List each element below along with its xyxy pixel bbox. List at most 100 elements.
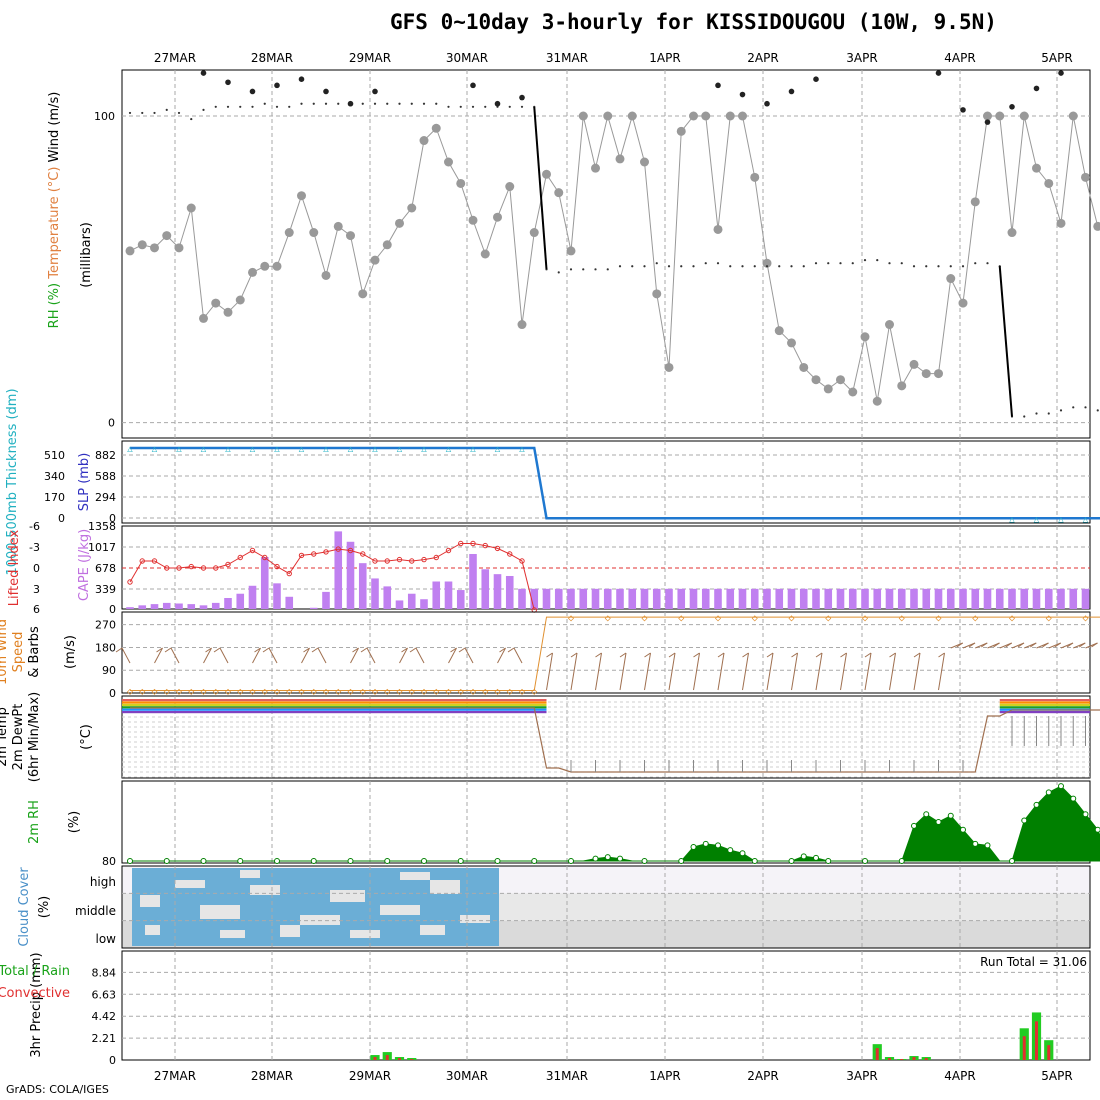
- precip-conv-bar: [924, 1058, 928, 1060]
- wind10m-ylabel: 10m WindSpeed& Barbs: [0, 619, 42, 685]
- cape-bar: [456, 590, 465, 609]
- pressure-dot: [239, 105, 242, 108]
- wind10m-marker: ◇: [335, 686, 341, 697]
- cloud-level-label: low: [96, 932, 117, 946]
- wind10m-marker: ◇: [788, 613, 794, 624]
- pressure-dot: [618, 265, 622, 268]
- rh2m-tick-label: 80: [102, 855, 116, 868]
- wind10m-marker: ◇: [470, 686, 476, 697]
- lifted-index-point: [323, 549, 329, 555]
- wind10m-marker: ◇: [237, 686, 243, 697]
- wind-barb: [399, 647, 408, 664]
- cape-bar: [236, 593, 245, 609]
- wind-barb: [268, 647, 278, 664]
- pressure-dot: [1084, 406, 1087, 409]
- wind10m-marker: ◇: [213, 686, 219, 697]
- cape-bar: [579, 588, 588, 609]
- cape-bar: [1032, 588, 1041, 609]
- rh2m-point: [531, 858, 538, 864]
- lifted-index-point: [200, 565, 207, 571]
- pressure-dot: [961, 265, 965, 268]
- temp2m-band: [999, 701, 1090, 704]
- wind10m-marker: ◇: [605, 613, 611, 624]
- rh2m-point: [739, 850, 746, 857]
- wind10m-marker: ◇: [311, 686, 317, 697]
- cape-bar: [995, 588, 1004, 609]
- wind-barb: [913, 652, 921, 691]
- cape-bar: [248, 585, 257, 609]
- chart-title: GFS 0~10day 3-hourly for KISSIDOUGOU (10…: [390, 10, 997, 34]
- pressure-dot: [986, 262, 989, 265]
- pressure-dot: [410, 102, 413, 105]
- wind-barb-flag: [1054, 642, 1062, 648]
- cape-bar: [175, 603, 183, 609]
- wind-barb-flag: [815, 652, 823, 658]
- cape-tick-label: 1017: [88, 541, 116, 554]
- rh2m-point: [862, 858, 868, 864]
- pressure-dot: [827, 262, 830, 265]
- pressure-dot: [863, 259, 867, 262]
- rh-point: [1056, 218, 1066, 228]
- cape-bar: [946, 588, 955, 609]
- thickness-marker: △: [1058, 515, 1064, 525]
- pressure-dot: [1059, 409, 1063, 412]
- rh-point: [578, 111, 588, 121]
- date-label-top: 3APR: [846, 51, 877, 65]
- pressure-dot: [937, 265, 940, 268]
- pressure-dot: [949, 265, 952, 268]
- cape-tick-label: 339: [95, 583, 116, 596]
- thickness-marker: △: [519, 444, 525, 454]
- rh-point: [640, 157, 649, 167]
- pressure-dot: [582, 268, 585, 271]
- date-label-bottom: 28MAR: [251, 1069, 293, 1083]
- cape-bar: [273, 583, 281, 609]
- wind-barb-flag: [311, 647, 319, 653]
- wind-barb-flag: [595, 652, 602, 658]
- lifted-index-point: [494, 545, 501, 552]
- wind10m-marker: ◇: [494, 686, 500, 697]
- precip-tick-label: 2.21: [92, 1032, 117, 1045]
- date-label-top: 27MAR: [154, 51, 196, 65]
- wind-barb: [595, 652, 602, 691]
- wind10m-marker: ◇: [972, 613, 978, 624]
- wind-point: [1033, 85, 1040, 92]
- wind10m-marker: ◇: [176, 686, 182, 697]
- thickness-tick-label: 170: [44, 491, 65, 504]
- lifted-index-point: [213, 565, 219, 571]
- dewpoint-line: [130, 707, 1100, 773]
- pressure-dot: [643, 265, 646, 268]
- temp2m-band: [999, 711, 1090, 714]
- cape-bar: [787, 588, 796, 609]
- slp-tick-label: 294: [95, 491, 116, 504]
- precip-total-label: Total / Rain: [0, 964, 70, 979]
- cape-bar: [432, 581, 441, 609]
- wind-barb-flag: [889, 652, 896, 658]
- pressure-dot: [484, 105, 487, 108]
- rh2m-point: [1070, 795, 1077, 802]
- rh-point: [921, 369, 931, 379]
- cloud-gap: [250, 885, 280, 895]
- wind10m-marker: ◇: [127, 686, 133, 697]
- rh2m-point: [678, 858, 685, 864]
- cloud-gap: [140, 895, 160, 907]
- date-label-bottom: 4APR: [944, 1069, 975, 1083]
- pressure-dot: [716, 262, 720, 265]
- precip-conv-bar: [1035, 1021, 1038, 1060]
- wind10m-marker: ◇: [433, 686, 439, 697]
- rh-point: [566, 246, 576, 256]
- temp2m-units: (°C): [79, 724, 94, 750]
- wind10m-marker: ◇: [384, 686, 390, 697]
- lifted-index-ylabel: Lifted Index: [7, 529, 22, 606]
- cape-bar: [628, 588, 637, 609]
- wind-point: [249, 88, 256, 95]
- wind10m-marker: ◇: [482, 686, 488, 697]
- lifted-index-point: [433, 554, 439, 561]
- rh-point: [970, 197, 980, 207]
- temp2m-band: [122, 706, 547, 709]
- cloud-gap: [350, 930, 380, 938]
- pressure-dot: [900, 262, 903, 265]
- rh-point: [615, 154, 625, 164]
- rh-point: [934, 369, 943, 379]
- rh2m-point: [1082, 811, 1089, 818]
- rh2m-point: [1094, 826, 1100, 833]
